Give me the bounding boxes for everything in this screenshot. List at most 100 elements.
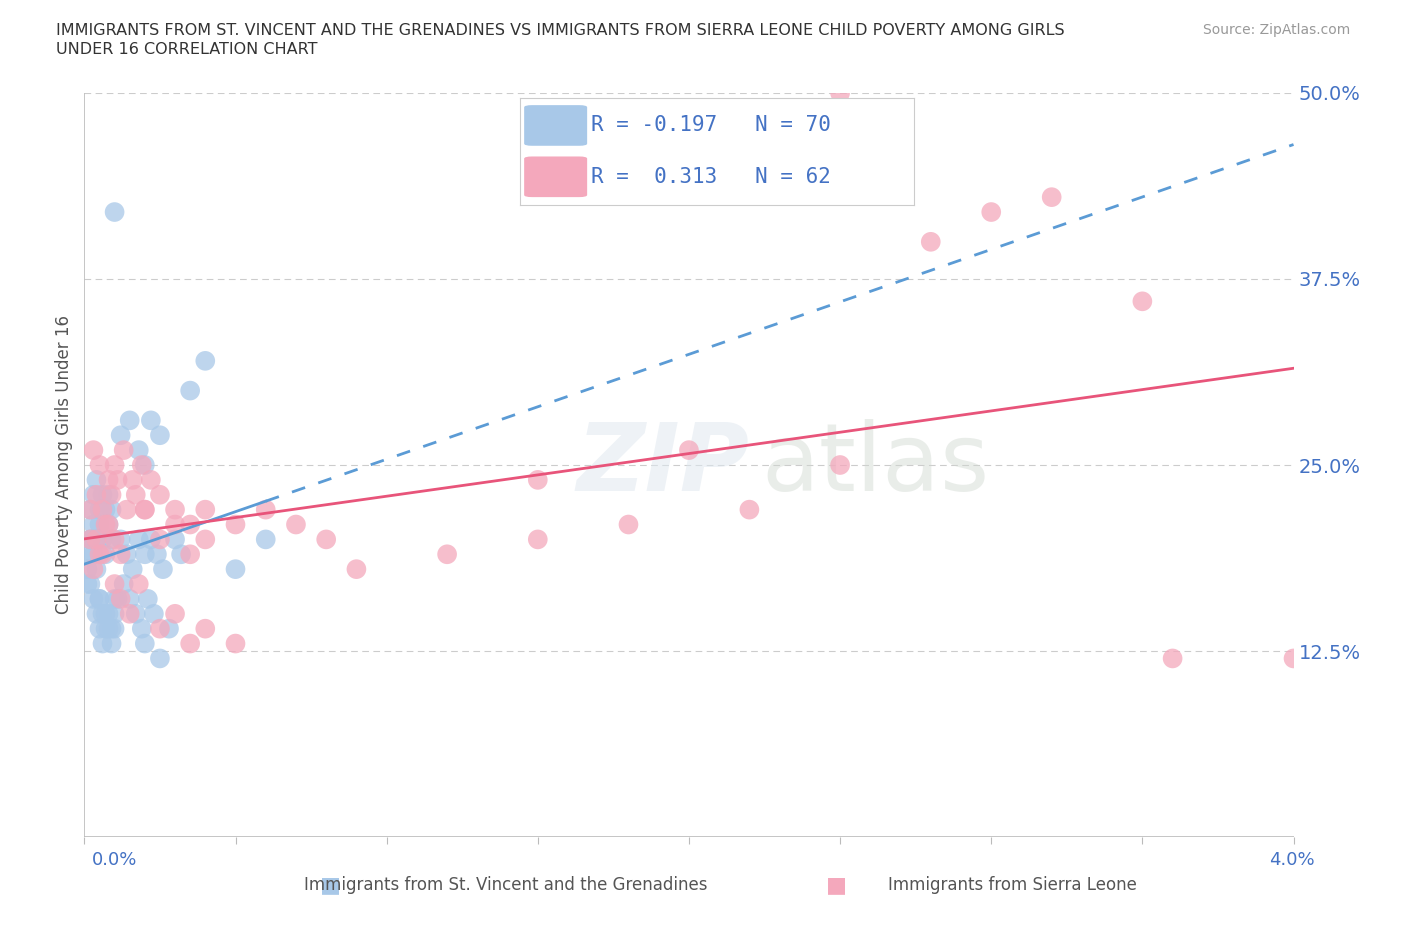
Point <box>920 234 942 249</box>
Point <box>76 547 98 562</box>
Text: IMMIGRANTS FROM ST. VINCENT AND THE GRENADINES VS IMMIGRANTS FROM SIERRA LEONE C: IMMIGRANTS FROM ST. VINCENT AND THE GREN… <box>56 23 1064 38</box>
Point <box>86 606 108 621</box>
Point <box>94 606 117 621</box>
Point <box>134 547 156 562</box>
Point <box>79 532 101 547</box>
Point <box>128 443 150 458</box>
Point <box>89 621 111 636</box>
Point <box>91 487 114 502</box>
Point <box>149 621 172 636</box>
Point <box>110 428 132 443</box>
Point <box>104 205 127 219</box>
Point <box>527 532 550 547</box>
Point <box>97 621 120 636</box>
Point <box>94 502 117 517</box>
Point <box>104 458 127 472</box>
Point <box>91 606 114 621</box>
Point <box>107 472 129 487</box>
Text: 4.0%: 4.0% <box>1270 851 1315 870</box>
Point <box>97 472 120 487</box>
Point <box>165 606 187 621</box>
Point <box>157 621 180 636</box>
Point <box>1282 651 1305 666</box>
Text: UNDER 16 CORRELATION CHART: UNDER 16 CORRELATION CHART <box>56 42 318 57</box>
Point <box>76 577 98 591</box>
Point <box>149 651 172 666</box>
Point <box>194 621 217 636</box>
Point <box>1040 190 1063 205</box>
Text: atlas: atlas <box>762 419 990 511</box>
Point <box>79 502 101 517</box>
Point <box>152 562 174 577</box>
Point <box>131 621 153 636</box>
Text: Source: ZipAtlas.com: Source: ZipAtlas.com <box>1202 23 1350 37</box>
Point <box>678 443 700 458</box>
Point <box>149 487 172 502</box>
Point <box>128 577 150 591</box>
Point <box>121 472 143 487</box>
Text: Immigrants from Sierra Leone: Immigrants from Sierra Leone <box>887 876 1137 895</box>
Point <box>89 517 111 532</box>
Point <box>100 621 122 636</box>
Point <box>527 472 550 487</box>
Y-axis label: Child Poverty Among Girls Under 16: Child Poverty Among Girls Under 16 <box>55 315 73 615</box>
Point <box>104 621 127 636</box>
Point <box>94 517 117 532</box>
Point <box>82 443 104 458</box>
Point <box>94 621 117 636</box>
Point <box>100 502 122 517</box>
Point <box>110 532 132 547</box>
Point <box>112 577 135 591</box>
Point <box>79 532 101 547</box>
Point <box>79 502 101 517</box>
Text: ZIP: ZIP <box>576 419 749 511</box>
Point <box>86 532 108 547</box>
Point <box>97 517 120 532</box>
Point <box>118 591 141 606</box>
Text: ■: ■ <box>827 875 846 896</box>
Point <box>79 577 101 591</box>
Point <box>617 517 640 532</box>
Point <box>980 205 1002 219</box>
Point <box>315 532 337 547</box>
Point <box>149 428 172 443</box>
Point <box>110 547 132 562</box>
Point <box>118 606 141 621</box>
Point <box>82 547 104 562</box>
Point <box>104 591 127 606</box>
Point <box>121 562 143 577</box>
Point <box>149 532 172 547</box>
Point <box>112 443 135 458</box>
Point <box>136 591 159 606</box>
Point <box>254 502 277 517</box>
Point <box>142 606 165 621</box>
Point <box>179 383 201 398</box>
Point <box>86 472 108 487</box>
Point <box>165 517 187 532</box>
Point <box>134 502 156 517</box>
Point <box>76 562 98 577</box>
Point <box>100 532 122 547</box>
Point <box>139 413 162 428</box>
Point <box>436 547 458 562</box>
Point <box>94 547 117 562</box>
Point <box>82 591 104 606</box>
Point <box>830 86 852 100</box>
Point <box>134 458 156 472</box>
Point <box>1132 294 1154 309</box>
Point <box>104 606 127 621</box>
Point <box>79 532 101 547</box>
Point <box>89 502 111 517</box>
Point <box>89 591 111 606</box>
Point <box>82 562 104 577</box>
Text: ■: ■ <box>321 875 340 896</box>
Point <box>194 502 217 517</box>
Point <box>165 532 187 547</box>
Point <box>1161 651 1184 666</box>
Point <box>100 636 122 651</box>
Point <box>194 532 217 547</box>
Point <box>346 562 368 577</box>
Point <box>82 517 104 532</box>
Point <box>131 458 153 472</box>
Point <box>91 502 114 517</box>
